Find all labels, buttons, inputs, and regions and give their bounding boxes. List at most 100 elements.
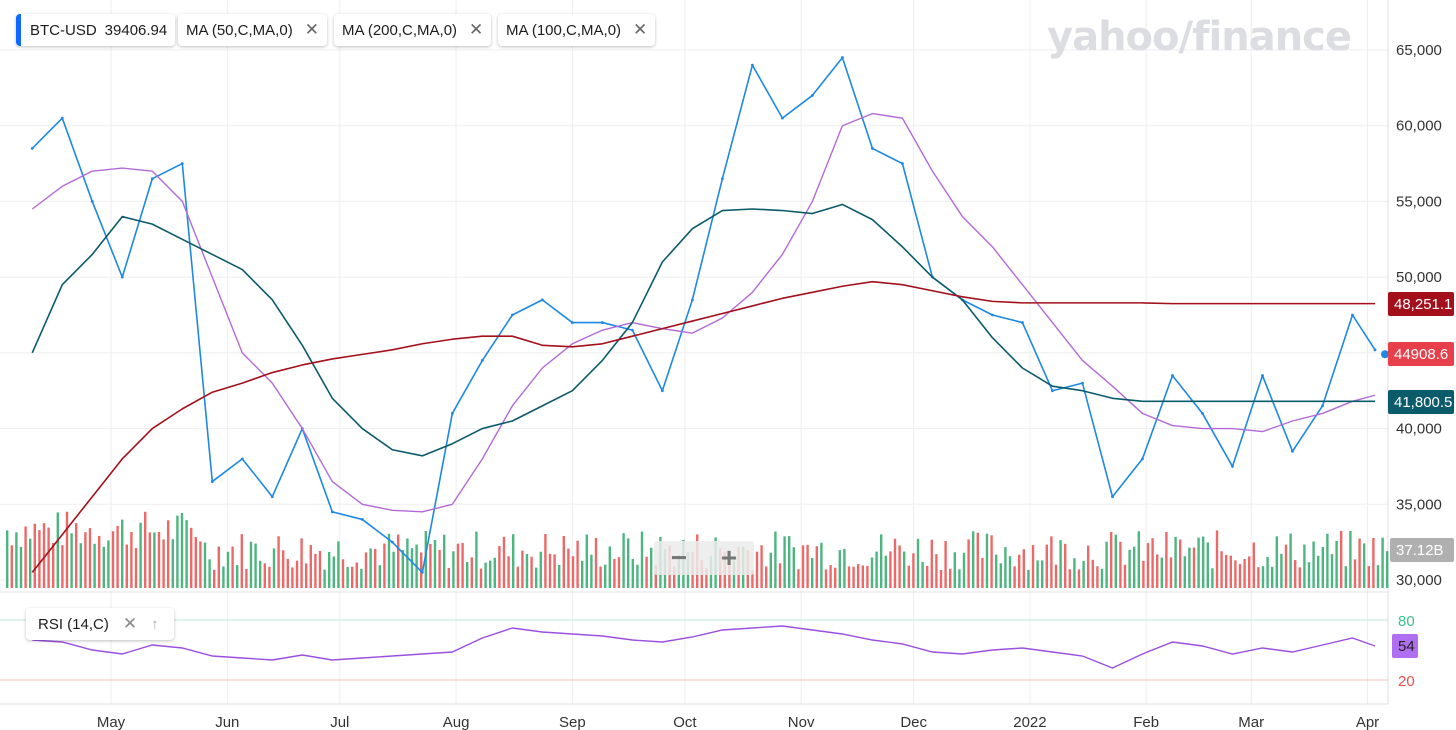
study-pill-ma50[interactable]: MA (50,C,MA,0) ✕ xyxy=(178,14,327,46)
data-point xyxy=(690,298,694,302)
volume-bar xyxy=(84,532,87,588)
volume-bar xyxy=(470,557,473,588)
volume-bar xyxy=(806,544,809,588)
data-point xyxy=(180,162,184,165)
y-tick-label: 40,000 xyxy=(1396,421,1442,438)
symbol-accent xyxy=(16,14,21,46)
volume-bar xyxy=(328,551,331,588)
volume-bar xyxy=(1367,566,1370,588)
volume-bar xyxy=(1248,556,1251,588)
volume-bar xyxy=(673,566,676,588)
volume-bar xyxy=(907,565,910,588)
volume-bar xyxy=(1183,556,1186,588)
volume-bar xyxy=(1353,559,1357,588)
volume-bar xyxy=(171,539,174,588)
volume-bar xyxy=(461,542,464,588)
volume-bar xyxy=(318,550,322,588)
volume-bar xyxy=(1289,533,1292,588)
volume-bar xyxy=(387,533,391,588)
rsi-pill[interactable]: RSI (14,C) ✕ ↑ xyxy=(26,608,174,640)
x-tick-label: Sep xyxy=(559,714,586,730)
data-point xyxy=(630,328,634,332)
study-pill-ma100[interactable]: MA (100,C,MA,0) ✕ xyxy=(498,14,656,46)
volume-bar xyxy=(1068,569,1071,588)
close-icon[interactable]: ✕ xyxy=(304,20,319,39)
volume-bar xyxy=(466,561,469,588)
study-pill-ma200[interactable]: MA (200,C,MA,0) ✕ xyxy=(334,14,492,46)
volume-bar xyxy=(314,553,317,588)
data-point xyxy=(841,56,844,59)
volume-bar xyxy=(866,565,869,588)
volume-bar xyxy=(571,556,575,588)
volume-bar xyxy=(1105,541,1108,588)
volume-bar xyxy=(52,542,55,588)
volume-bar xyxy=(613,558,616,588)
arrow-up-icon[interactable]: ↑ xyxy=(151,615,159,633)
volume-bar xyxy=(1372,538,1375,588)
volume-bar xyxy=(1091,559,1094,588)
volume-bar xyxy=(1041,560,1044,588)
study-label: MA (50,C,MA,0) xyxy=(186,21,293,39)
volume-bar xyxy=(1243,558,1246,588)
volume-bar xyxy=(332,556,335,588)
volume-bar xyxy=(272,548,276,588)
volume-bar xyxy=(1050,536,1053,588)
rsi-label: RSI (14,C) xyxy=(38,615,109,633)
volume-bar xyxy=(355,562,358,588)
volume-bar xyxy=(502,536,506,588)
volume-bar xyxy=(1160,557,1163,588)
volume-bar xyxy=(562,535,565,588)
volume-bar xyxy=(1280,553,1283,588)
volume-bar xyxy=(383,543,386,588)
volume-bar xyxy=(953,552,956,588)
data-point xyxy=(1051,389,1054,393)
close-icon[interactable]: ✕ xyxy=(469,20,484,39)
volume-bar xyxy=(254,543,257,588)
zoom-out-button[interactable]: − xyxy=(670,542,688,573)
study-label: MA (100,C,MA,0) xyxy=(506,21,622,39)
volume-bar xyxy=(259,560,262,588)
volume-bar xyxy=(1054,564,1058,588)
volume-bar xyxy=(1335,540,1338,588)
data-point xyxy=(120,275,124,279)
volume-bar xyxy=(1266,556,1269,588)
volume-bar xyxy=(130,531,133,588)
data-point xyxy=(360,518,364,521)
volume-bar xyxy=(406,538,409,588)
volume-bar xyxy=(783,536,786,588)
volume-bar xyxy=(291,567,294,588)
volume-bar xyxy=(548,553,552,588)
volume-bar xyxy=(1257,567,1260,588)
ma200-price-tag: 48,251.1 xyxy=(1388,292,1454,316)
volume-bar xyxy=(1330,554,1334,588)
data-point xyxy=(1081,381,1084,385)
volume-bar xyxy=(65,511,69,588)
volume-bar xyxy=(903,551,906,588)
y-tick-label: 60,000 xyxy=(1396,118,1442,135)
volume-bar xyxy=(553,554,556,588)
volume-bar xyxy=(576,540,579,588)
zoom-in-button[interactable]: + xyxy=(720,542,738,573)
volume-bar xyxy=(309,545,312,588)
volume-bar xyxy=(111,531,115,588)
price-lines xyxy=(30,56,1389,574)
symbol-pill[interactable]: BTC-USD 39406.94 xyxy=(16,14,176,46)
volume-bar xyxy=(585,534,588,588)
symbol-price: 39406.94 xyxy=(104,21,168,39)
volume-bar xyxy=(1358,538,1361,588)
volume-bar xyxy=(19,546,23,588)
close-icon[interactable]: ✕ xyxy=(122,614,138,633)
volume-bar xyxy=(921,561,924,588)
volume-bar xyxy=(788,536,791,588)
close-icon[interactable]: ✕ xyxy=(633,20,648,39)
data-point xyxy=(1141,457,1144,461)
volume-bar xyxy=(640,531,644,588)
volume-bar xyxy=(300,538,303,588)
volume-bar xyxy=(33,523,36,588)
volume-bar xyxy=(1059,540,1062,588)
last-price-tag: 44908.6 xyxy=(1388,342,1454,366)
data-point xyxy=(1261,374,1264,377)
volume-bar xyxy=(1137,531,1140,588)
volume-bar xyxy=(1317,555,1320,588)
